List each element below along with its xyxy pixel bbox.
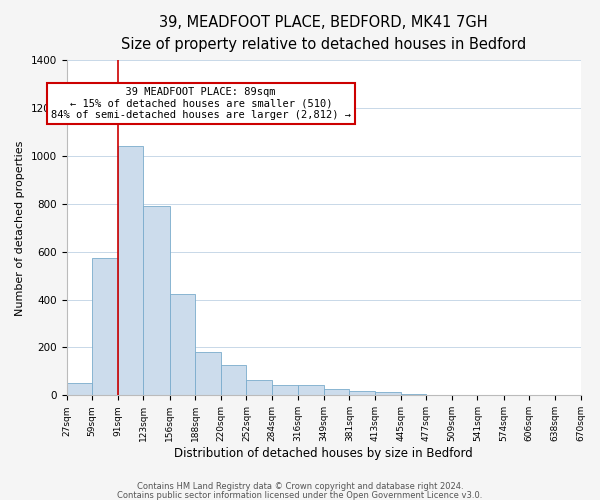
Bar <box>221 366 247 396</box>
Bar <box>324 390 349 396</box>
Bar <box>247 380 272 396</box>
Bar <box>298 384 324 396</box>
Text: Contains public sector information licensed under the Open Government Licence v3: Contains public sector information licen… <box>118 491 482 500</box>
Bar <box>401 394 426 396</box>
Bar <box>349 390 375 396</box>
Title: 39, MEADFOOT PLACE, BEDFORD, MK41 7GH
Size of property relative to detached hous: 39, MEADFOOT PLACE, BEDFORD, MK41 7GH Si… <box>121 15 526 52</box>
Bar <box>375 392 401 396</box>
Bar <box>272 384 298 396</box>
Bar <box>92 258 118 396</box>
Bar <box>67 384 92 396</box>
Bar <box>118 146 143 396</box>
Bar <box>143 206 170 396</box>
X-axis label: Distribution of detached houses by size in Bedford: Distribution of detached houses by size … <box>174 447 473 460</box>
Text: Contains HM Land Registry data © Crown copyright and database right 2024.: Contains HM Land Registry data © Crown c… <box>137 482 463 491</box>
Bar <box>170 294 195 396</box>
Y-axis label: Number of detached properties: Number of detached properties <box>15 140 25 316</box>
Bar <box>195 352 221 396</box>
Text: 39 MEADFOOT PLACE: 89sqm  
← 15% of detached houses are smaller (510)
84% of sem: 39 MEADFOOT PLACE: 89sqm ← 15% of detach… <box>51 87 351 120</box>
